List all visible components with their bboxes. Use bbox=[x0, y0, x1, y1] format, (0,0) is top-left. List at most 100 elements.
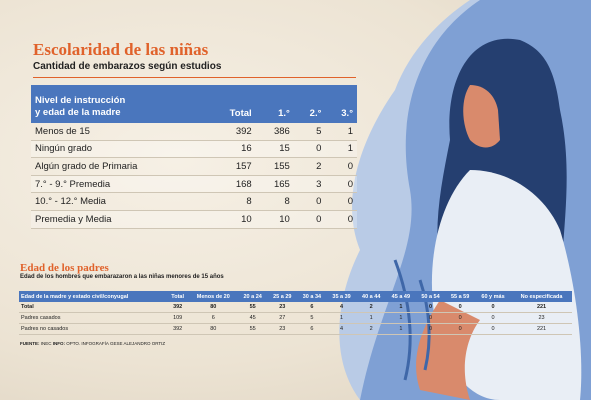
table-row: Algún grado de Primaria 157 155 2 0 bbox=[31, 157, 357, 176]
row-label: 7.° - 9.° Premedia bbox=[31, 175, 208, 194]
table-header-row: Edad de la madre y estado civil/conyugal… bbox=[19, 291, 572, 302]
table-cell: 1 bbox=[386, 323, 416, 335]
table-cell: 3 bbox=[293, 175, 326, 194]
table-cell: 392 bbox=[166, 323, 189, 335]
info-label: INFO: bbox=[52, 341, 66, 346]
column-header: 1.° bbox=[255, 85, 294, 123]
page-title: Escolaridad de las niñas bbox=[33, 40, 209, 59]
table-cell: 1 bbox=[356, 312, 387, 324]
table-cell: 8 bbox=[207, 192, 256, 211]
table-cell: 55 bbox=[237, 302, 268, 313]
table-cell: 1 bbox=[386, 302, 416, 313]
table-header-row: Nivel de instrucción y edad de la madre … bbox=[31, 85, 357, 123]
table-cell: 4 bbox=[326, 302, 357, 313]
table-cell: 6 bbox=[297, 302, 327, 313]
row-label: Padres casados bbox=[19, 312, 167, 324]
row-label: Ningún grado bbox=[31, 140, 208, 159]
table-cell: 0 bbox=[445, 323, 475, 335]
table-cell: 0 bbox=[293, 210, 326, 229]
table-row: 10.° - 12.° Media 8 8 0 0 bbox=[31, 192, 357, 211]
table-cell: 2 bbox=[356, 323, 387, 335]
table-cell: 23 bbox=[267, 302, 298, 313]
table-cell: 80 bbox=[188, 302, 238, 313]
table-cell: 0 bbox=[325, 192, 357, 211]
schooling-table: Nivel de instrucción y edad de la madre … bbox=[31, 85, 357, 229]
table-cell: 10 bbox=[207, 210, 256, 229]
table-cell: 2 bbox=[356, 302, 387, 313]
source-text: INEC bbox=[39, 341, 53, 346]
table-cell: 80 bbox=[188, 323, 238, 335]
table-cell: 109 bbox=[166, 312, 189, 324]
table-cell: 45 bbox=[237, 312, 268, 324]
column-header: 55 a 59 bbox=[445, 291, 475, 302]
illustration-body bbox=[431, 170, 582, 400]
table-cell: 23 bbox=[511, 312, 572, 324]
row-label: Menos de 15 bbox=[31, 123, 208, 141]
table-cell: 10 bbox=[255, 210, 294, 229]
table-cell: 0 bbox=[474, 312, 512, 324]
table-cell: 5 bbox=[293, 123, 326, 141]
column-header: Nivel de instrucción y edad de la madre bbox=[31, 85, 208, 123]
column-header: Edad de la madre y estado civil/conyugal bbox=[19, 291, 167, 302]
table-cell: 168 bbox=[207, 175, 256, 194]
table-row: Ningún grado 16 15 0 1 bbox=[31, 140, 357, 159]
table-row: Menos de 15 392 386 5 1 bbox=[31, 123, 357, 141]
table-cell: 0 bbox=[325, 210, 357, 229]
title-divider bbox=[33, 77, 356, 78]
table-cell: 0 bbox=[293, 192, 326, 211]
table-row: Premedia y Media 10 10 0 0 bbox=[31, 210, 357, 229]
table-cell: 386 bbox=[255, 123, 294, 141]
row-label: Total bbox=[19, 302, 167, 313]
table-cell: 1 bbox=[326, 312, 357, 324]
column-header: 25 a 29 bbox=[267, 291, 298, 302]
illustration-face bbox=[463, 85, 500, 148]
table-cell: 1 bbox=[386, 312, 416, 324]
fathers-age-table: Edad de la madre y estado civil/conyugal… bbox=[19, 291, 572, 335]
source-credit: FUENTE: INEC INFO: OPTO. INFOGRAFÍA GESE… bbox=[20, 341, 165, 346]
table-cell: 155 bbox=[255, 157, 294, 176]
table-cell: 165 bbox=[255, 175, 294, 194]
table-cell: 0 bbox=[445, 312, 475, 324]
row-label: Algún grado de Primaria bbox=[31, 157, 208, 176]
table-cell: 16 bbox=[207, 140, 256, 159]
table-cell: 0 bbox=[415, 302, 446, 313]
column-header: 40 a 44 bbox=[356, 291, 387, 302]
column-header: 30 a 34 bbox=[297, 291, 327, 302]
row-label: 10.° - 12.° Media bbox=[31, 192, 208, 211]
table-cell: 0 bbox=[474, 323, 512, 335]
table-row: Padres casados 109 6 45 27 5 1 1 1 0 0 0 23 bbox=[19, 312, 572, 324]
table-cell: 0 bbox=[325, 175, 357, 194]
table-cell: 6 bbox=[188, 312, 238, 324]
section-subtitle: Edad de los hombres que embarazaron a la… bbox=[20, 274, 224, 280]
column-header: 35 a 39 bbox=[326, 291, 357, 302]
table-cell: 27 bbox=[267, 312, 298, 324]
column-header: 20 a 24 bbox=[237, 291, 268, 302]
table-row: 7.° - 9.° Premedia 168 165 3 0 bbox=[31, 175, 357, 194]
column-header: 60 y más bbox=[474, 291, 512, 302]
table-cell: 6 bbox=[297, 323, 327, 335]
table-cell: 221 bbox=[511, 323, 572, 335]
table-cell: 15 bbox=[255, 140, 294, 159]
table-cell: 5 bbox=[297, 312, 327, 324]
table-row: Padres no casados 392 80 55 23 6 4 2 1 0 0 0 221 bbox=[19, 323, 572, 335]
source-label: FUENTE: bbox=[20, 341, 40, 346]
table-cell: 0 bbox=[415, 312, 446, 324]
table-cell: 0 bbox=[445, 302, 475, 313]
table-cell: 2 bbox=[293, 157, 326, 176]
column-header: Total bbox=[166, 291, 189, 302]
table-cell: 55 bbox=[237, 323, 268, 335]
column-header: 2.° bbox=[293, 85, 326, 123]
table-cell: 1 bbox=[325, 140, 357, 159]
table-cell: 8 bbox=[255, 192, 294, 211]
table-cell: 23 bbox=[267, 323, 298, 335]
table-cell: 157 bbox=[207, 157, 256, 176]
row-label: Padres no casados bbox=[19, 323, 167, 335]
table-cell: 1 bbox=[325, 123, 357, 141]
column-header: Total bbox=[207, 85, 256, 123]
column-header: 3.° bbox=[325, 85, 357, 123]
table-cell: 0 bbox=[474, 302, 512, 313]
table-cell: 4 bbox=[326, 323, 357, 335]
page-subtitle: Cantidad de embarazos según estudios bbox=[33, 61, 222, 72]
table-cell: 392 bbox=[166, 302, 189, 313]
column-header: 50 a 54 bbox=[415, 291, 446, 302]
